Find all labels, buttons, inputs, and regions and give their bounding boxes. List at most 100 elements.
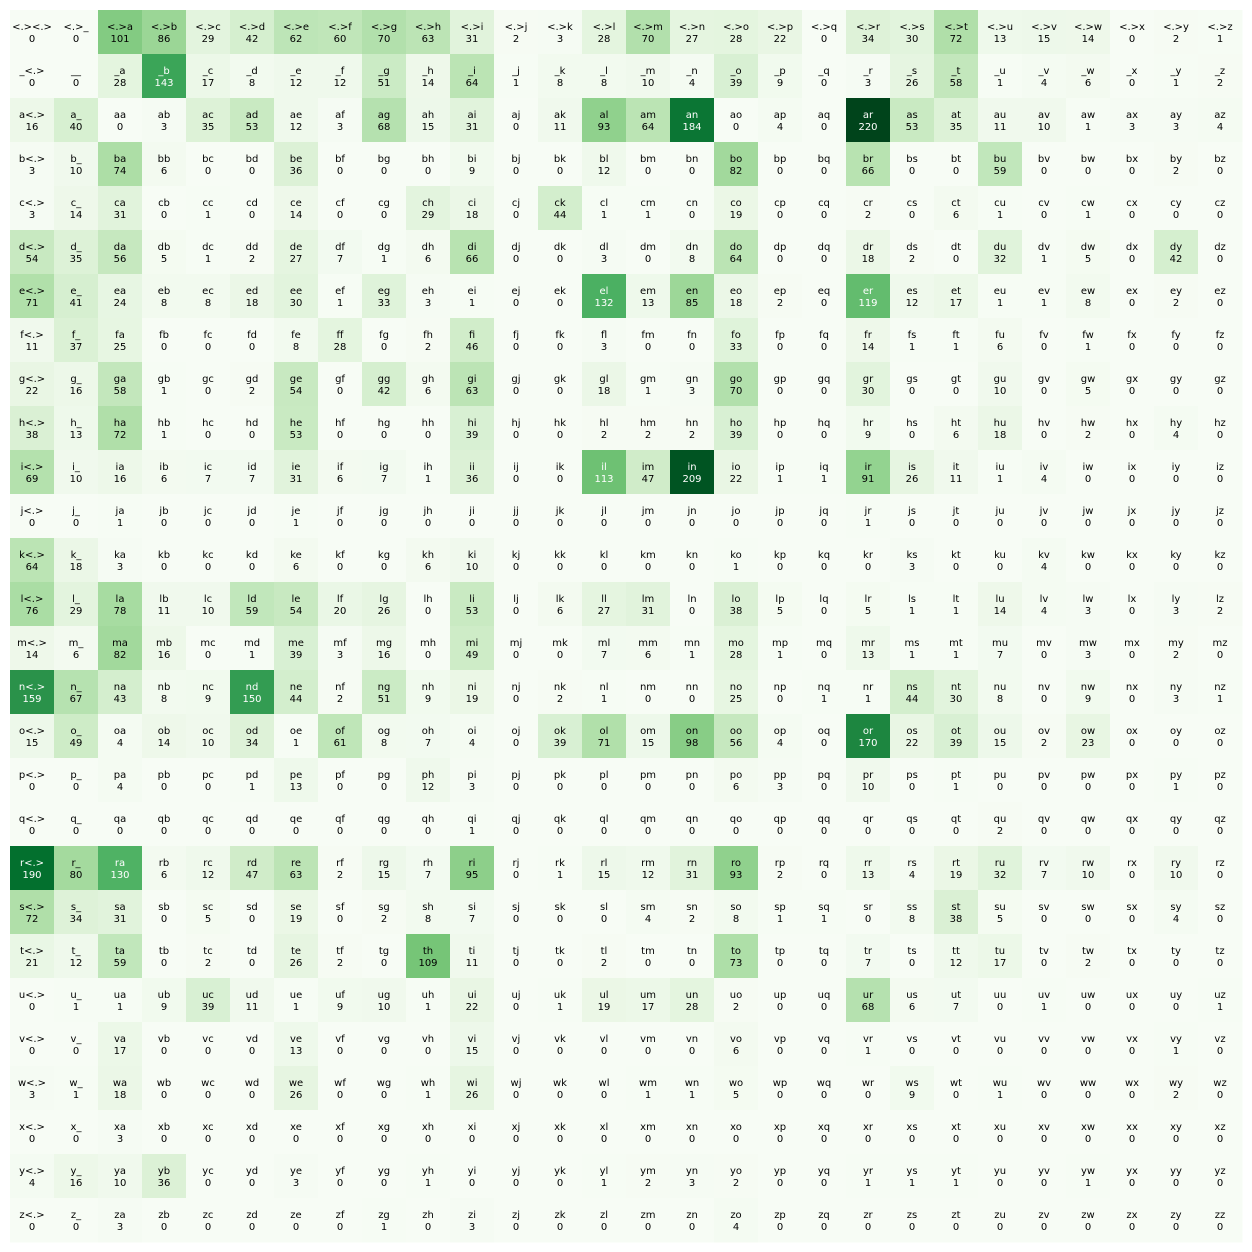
cell-rect	[494, 670, 539, 715]
cell-rect	[1110, 670, 1155, 715]
cell-rect	[890, 626, 935, 671]
cell-rect	[626, 406, 671, 451]
cell-b-k: bk0	[538, 142, 583, 187]
cell-count-label: 91	[862, 474, 875, 485]
cell-rect	[934, 582, 979, 627]
cell-count-label: 0	[381, 958, 387, 969]
cell-count-label: 64	[26, 562, 39, 573]
cell-j-h: jh0	[406, 494, 451, 539]
cell-pair-label: my	[1168, 638, 1184, 649]
cell-count-label: 0	[513, 1046, 519, 1057]
cell-count-label: 12	[202, 870, 215, 881]
cell-rect	[1066, 318, 1111, 363]
cell-rect	[318, 1022, 363, 1067]
cell-rect	[230, 494, 275, 539]
cell-count-label: 11	[246, 1002, 259, 1013]
cell-count-label: 0	[73, 1134, 79, 1145]
cell-pair-label: qa	[114, 814, 126, 825]
cell-pair-label: go	[730, 374, 742, 385]
cell-q-k: qk0	[538, 802, 583, 847]
cell-pair-label: ps	[906, 770, 918, 781]
cell-count-label: 8	[1085, 298, 1091, 309]
cell-count-label: 22	[466, 1002, 479, 1013]
cell-count-label: 0	[1085, 826, 1091, 837]
cell-count-label: 0	[381, 1090, 387, 1101]
cell-rect	[230, 1198, 275, 1243]
cell-pair-label: el	[600, 286, 609, 297]
cell-pair-label: <.>i	[461, 22, 484, 33]
cell-pair-label: oo	[730, 726, 742, 737]
cell-rect	[758, 758, 803, 803]
cell-pair-label: ld	[247, 594, 256, 605]
cell-rect	[538, 538, 583, 583]
cell-pair-label: aj	[512, 110, 521, 121]
cell-pair-label: sr	[863, 902, 873, 913]
cell-pair-label: oc	[202, 726, 214, 737]
cell-rect	[1022, 670, 1067, 715]
cell-rect	[362, 494, 407, 539]
cell-count-label: 0	[249, 1046, 255, 1057]
cell-rect	[406, 98, 451, 143]
cell-o-endendend: o<.>15	[10, 714, 55, 759]
cell-rect	[1022, 1110, 1067, 1155]
cell-count-label: 80	[70, 870, 83, 881]
cell-g-t: gt0	[934, 362, 979, 407]
cell-rect	[714, 450, 759, 495]
cell-pair-label: hx	[1126, 418, 1138, 429]
cell-rect	[538, 626, 583, 671]
cell-count-label: 0	[513, 518, 519, 529]
cell-s-w: sw0	[1066, 890, 1111, 935]
cell-rect	[406, 890, 451, 935]
cell-pair-label: hq	[818, 418, 831, 429]
cell-rect	[318, 1066, 363, 1111]
cell-count-label: 0	[821, 826, 827, 837]
cell-rect	[274, 274, 319, 319]
cell-rect	[1198, 626, 1243, 671]
cell-rect	[846, 318, 891, 363]
cell-rect	[142, 758, 187, 803]
cell-rect	[10, 98, 55, 143]
cell-pair-label: gw	[1081, 374, 1096, 385]
cell-count-label: 0	[1173, 210, 1179, 221]
cell-pair-label: vz	[1214, 1034, 1225, 1045]
cell-rect	[890, 582, 935, 627]
cell-rect	[1154, 978, 1199, 1023]
cell-count-label: 0	[909, 782, 915, 793]
cell-count-label: 6	[733, 782, 739, 793]
cell-count-label: 2	[425, 342, 431, 353]
cell-rect	[230, 626, 275, 671]
cell-j-v: jv0	[1022, 494, 1067, 539]
cell-pair-label: rh	[423, 858, 433, 869]
cell-count-label: 0	[909, 430, 915, 441]
cell-t-c: tc2	[186, 934, 231, 979]
cell-count-label: 5	[205, 914, 211, 925]
cell-f-k: fk0	[538, 318, 583, 363]
cell-s-l: sl0	[582, 890, 627, 935]
cell-rect	[450, 494, 495, 539]
cell-rect	[186, 1022, 231, 1067]
cell-pair-label: sa	[114, 902, 125, 913]
cell-pair-label: rx	[1127, 858, 1137, 869]
cell-count-label: 2	[997, 826, 1003, 837]
cell-x-n: xn0	[670, 1110, 715, 1155]
cell-rect	[274, 10, 319, 55]
cell-rect	[582, 494, 627, 539]
cell-count-label: 1	[777, 914, 783, 925]
cell-pair-label: gx	[1126, 374, 1138, 385]
cell-v-y: vy1	[1154, 1022, 1199, 1067]
cell-count-label: 0	[1217, 1090, 1223, 1101]
cell-rect	[406, 406, 451, 451]
cell-count-label: 0	[1217, 738, 1223, 749]
cell-rect	[626, 142, 671, 187]
cell-rect	[1154, 450, 1199, 495]
cell-count-label: 0	[1129, 958, 1135, 969]
cell-rect	[318, 98, 363, 143]
cell-count-label: 3	[1173, 606, 1179, 617]
cell-count-label: 0	[293, 826, 299, 837]
cell-rect	[10, 714, 55, 759]
cell-count-label: 4	[777, 122, 783, 133]
